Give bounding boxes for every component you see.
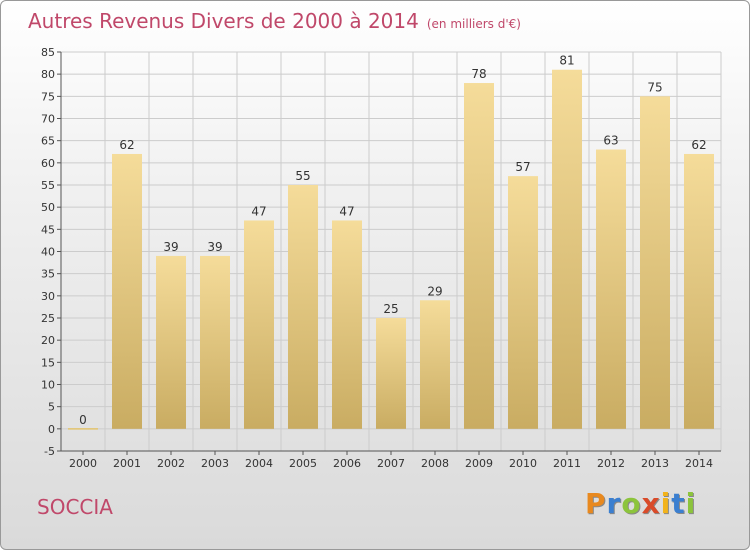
- value-label-2014: 62: [691, 138, 706, 152]
- y-tick-label: 85: [41, 46, 55, 59]
- bar-2014: [684, 153, 714, 429]
- value-label-2004: 47: [251, 204, 266, 218]
- y-tick-label: 20: [41, 334, 55, 347]
- value-label-2007: 25: [383, 302, 398, 316]
- logo-letter: i: [685, 487, 697, 520]
- axes: -5 0 5 10 15 20 25 30 35 40 45 50 55 60 65 70 75 80 85 2000…: [41, 46, 721, 470]
- y-tick-label: 60: [41, 157, 55, 170]
- x-tick-label-2010: 2010: [509, 457, 537, 470]
- x-tick-label-2013: 2013: [641, 457, 669, 470]
- value-label-2012: 63: [603, 134, 618, 148]
- y-tick-label: 80: [41, 68, 55, 81]
- y-tick-label: 0: [48, 423, 55, 436]
- y-tick-label: 70: [41, 113, 55, 126]
- x-tick-label-2014: 2014: [685, 457, 713, 470]
- y-tick-label: 55: [41, 179, 55, 192]
- x-tick-label-2009: 2009: [465, 457, 493, 470]
- y-tick-label: 45: [41, 223, 55, 236]
- value-label-2002: 39: [163, 240, 178, 254]
- bars: [68, 69, 714, 430]
- x-tick-label-2002: 2002: [157, 457, 185, 470]
- y-tick-label: 40: [41, 246, 55, 259]
- bar-2008: [420, 300, 450, 429]
- bar-2011: [552, 69, 582, 429]
- value-label-2008: 29: [427, 284, 442, 298]
- x-tick-label-2006: 2006: [333, 457, 361, 470]
- x-tick-label-2000: 2000: [69, 457, 97, 470]
- value-label-2000: 0: [79, 413, 87, 427]
- bar-2001: [112, 153, 142, 429]
- x-tick-label-2003: 2003: [201, 457, 229, 470]
- proxiti-logo: Proxiti: [585, 487, 696, 520]
- y-tick-label: 75: [41, 90, 55, 103]
- bar-2004: [244, 220, 274, 429]
- x-tick-label-2005: 2005: [289, 457, 317, 470]
- bar-2007: [376, 318, 406, 429]
- value-label-2003: 39: [207, 240, 222, 254]
- x-tick-label-2011: 2011: [553, 457, 581, 470]
- x-tick-label-2007: 2007: [377, 457, 405, 470]
- value-label-2011: 81: [559, 54, 574, 68]
- value-label-2013: 75: [647, 80, 662, 94]
- bar-2006: [332, 220, 362, 429]
- value-label-2005: 55: [295, 169, 310, 183]
- value-labels: 0 62 39 39 47 55 47 25 29 78 57 81 63 75 62: [79, 54, 706, 427]
- logo-letter: r: [606, 487, 622, 520]
- value-label-2001: 62: [119, 138, 134, 152]
- x-tick-label-2008: 2008: [421, 457, 449, 470]
- bar-2002: [156, 255, 186, 429]
- bar-2013: [640, 96, 670, 429]
- bar-2009: [464, 83, 494, 429]
- y-tick-label: 15: [41, 356, 55, 369]
- x-tick-label-2001: 2001: [113, 457, 141, 470]
- chart-title-main: Autres Revenus Divers de 2000 à 2014: [28, 9, 419, 33]
- logo-letter: P: [585, 487, 607, 520]
- logo-letter: x: [641, 487, 661, 520]
- value-label-2009: 78: [471, 67, 486, 81]
- logo-letter: o: [621, 487, 642, 520]
- bar-2003: [200, 255, 230, 429]
- y-tick-label: 5: [48, 401, 55, 414]
- y-tick-label: 25: [41, 312, 55, 325]
- y-tick-label: 35: [41, 268, 55, 281]
- y-tick-label: 10: [41, 379, 55, 392]
- x-tick-label-2012: 2012: [597, 457, 625, 470]
- bar-2010: [508, 176, 538, 429]
- value-label-2010: 57: [515, 160, 530, 174]
- logo-letter: t: [671, 487, 686, 520]
- x-tick-label-2004: 2004: [245, 457, 273, 470]
- y-tick-label: 50: [41, 201, 55, 214]
- chart-title-unit: (en milliers d'€): [426, 17, 521, 31]
- place-name: SOCCIA: [37, 495, 113, 519]
- chart-title: Autres Revenus Divers de 2000 à 2014 (en …: [28, 9, 521, 33]
- y-tick-label: -5: [44, 445, 55, 458]
- y-tick-label: 30: [41, 290, 55, 303]
- value-label-2006: 47: [339, 204, 354, 218]
- bar-2005: [288, 185, 318, 429]
- logo-letter: i: [660, 487, 672, 520]
- bar-2012: [596, 149, 626, 429]
- y-tick-label: 65: [41, 135, 55, 148]
